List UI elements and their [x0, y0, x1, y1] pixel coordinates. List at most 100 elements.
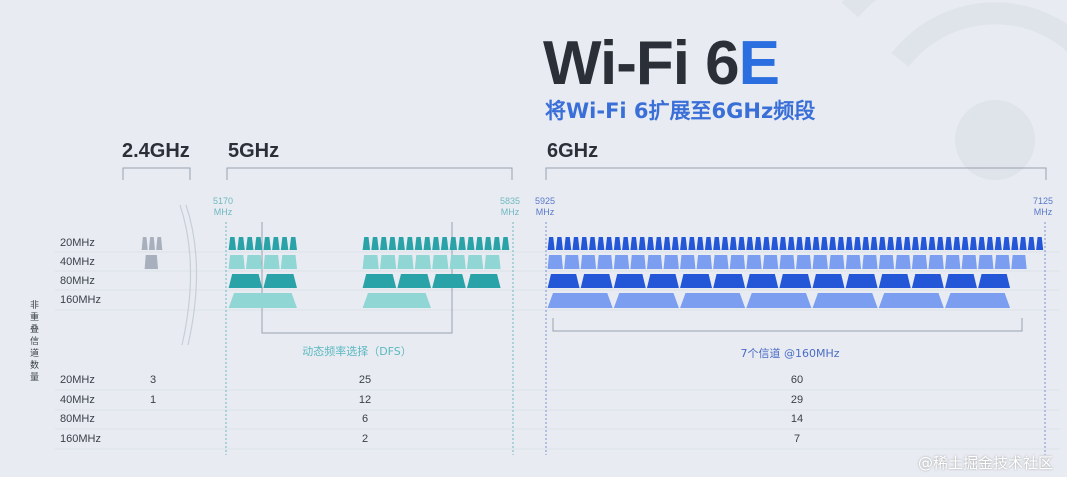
- channel-block-ghz6-80mhz: [680, 274, 712, 288]
- watermark: @稀土掘金技术社区: [917, 454, 1053, 472]
- channel-block-ghz6-20mhz: [680, 237, 688, 250]
- channel-block-ghz5-160mhz: [362, 293, 431, 308]
- channel-block-ghz5-160mhz: [228, 293, 297, 308]
- channel-block-ghz6-160mhz: [680, 293, 746, 308]
- channel-block-ghz6-40mhz: [1011, 255, 1027, 269]
- channel-block-ghz6-80mhz: [646, 274, 679, 288]
- channel-block-ghz5-20mhz: [388, 237, 397, 250]
- channel-block-ghz6-20mhz: [729, 237, 737, 250]
- channel-block-ghz6-160mhz: [812, 293, 878, 308]
- six-ghz-bracket: [552, 318, 1023, 332]
- channel-block-ghz5-20mhz: [397, 237, 405, 250]
- band-brackets: [122, 167, 1047, 180]
- channel-block-ghz6-20mhz: [969, 237, 977, 250]
- channel-block-ghz5-20mhz: [501, 237, 510, 250]
- six-ghz-note: 7个信道 @160MHz: [740, 347, 840, 360]
- channel-block-ghz6-40mhz: [746, 255, 762, 269]
- channel-block-ghz6-20mhz: [895, 237, 903, 250]
- channel-block-ghz5-40mhz: [467, 255, 484, 269]
- channel-block-ghz5-20mhz: [280, 237, 289, 250]
- channel-block-ghz5-80mhz: [228, 274, 263, 288]
- channel-block-ghz6-20mhz: [1011, 237, 1019, 250]
- channel-block-ghz6-40mhz: [812, 255, 828, 269]
- channel-block-ghz6-20mhz: [812, 237, 820, 250]
- row-label-40mhz: 40MHz: [60, 256, 95, 268]
- channel-block-ghz5-20mhz: [484, 237, 492, 250]
- count-5ghz-80mhz: 6: [361, 413, 369, 425]
- channel-block-ghz5-20mhz: [272, 237, 280, 250]
- channel-block-ghz6-40mhz: [878, 255, 895, 269]
- freq-6ghz-end: 7125 MHz: [1033, 196, 1053, 218]
- count-6ghz-40mhz: 29: [790, 394, 804, 406]
- vertical-label: 非重叠信道数量: [30, 301, 40, 383]
- channel-block-ghz6-20mhz: [622, 237, 630, 250]
- count-5ghz-160mhz: 2: [361, 433, 369, 445]
- channel-block-ghz6-20mhz: [630, 237, 638, 250]
- channel-block-ghz5-20mhz: [228, 237, 237, 250]
- channel-block-ghz5-20mhz: [423, 237, 431, 250]
- title-accent: E: [738, 29, 780, 98]
- channel-block-ghz6-80mhz: [547, 274, 580, 288]
- channel-block-ghz5-80mhz: [263, 274, 297, 288]
- channel-block-ghz6-40mhz: [696, 255, 712, 269]
- channel-block-ghz6-40mhz: [564, 255, 580, 269]
- count-6ghz-80mhz: 14: [790, 413, 804, 425]
- channel-block-ghz6-20mhz: [853, 237, 862, 250]
- channel-block-ghz6-80mhz: [613, 274, 646, 288]
- channel-block-ghz6-20mhz: [978, 237, 986, 250]
- freq-unit: MHz: [213, 207, 233, 217]
- channel-block-ghz5-20mhz: [475, 237, 484, 250]
- channel-block-ghz6-20mhz: [638, 237, 646, 250]
- channel-block-ghz6-40mhz: [646, 255, 663, 269]
- channel-block-ghz6-40mhz: [680, 255, 696, 269]
- channel-block-ghz5-20mhz: [493, 237, 501, 250]
- channel-block-ghz6-20mhz: [820, 237, 828, 250]
- channel-block-ghz6-20mhz: [903, 237, 911, 250]
- channel-block-ghz6-40mhz: [862, 255, 878, 269]
- subtitle: 将Wi-Fi 6扩展至6GHz频段: [545, 99, 816, 123]
- channel-block-ghz6-20mhz: [580, 237, 588, 250]
- channel-block-ghz6-20mhz: [961, 237, 969, 250]
- channel-block-ghz6-20mhz: [572, 237, 580, 250]
- channel-block-ghz6-20mhz: [779, 237, 787, 250]
- channel-block-ghz6-40mhz: [597, 255, 613, 269]
- count-6ghz-20mhz: 60: [790, 374, 804, 386]
- channel-block-ghz6-160mhz: [746, 293, 812, 308]
- channel-block-ghz6-20mhz: [845, 237, 853, 250]
- channel-block-ghz6-20mhz: [787, 237, 795, 250]
- channel-block-ghz6-20mhz: [870, 237, 878, 250]
- channel-block-ghz5-20mhz: [362, 237, 371, 250]
- channel-block-ghz6-20mhz: [713, 237, 721, 250]
- channel-block-ghz6-20mhz: [994, 237, 1002, 250]
- channel-block-ghz6-80mhz: [878, 274, 911, 288]
- table-row-label-160mhz: 160MHz: [60, 433, 101, 445]
- channel-block-ghz6-160mhz: [945, 293, 1011, 308]
- page-title: Wi-Fi 6E: [543, 28, 780, 99]
- channel-block-ghz5-20mhz: [440, 237, 449, 250]
- wifi-logo-decoration: [841, 0, 1067, 180]
- table-row-label-20mhz: 20MHz: [60, 374, 95, 386]
- channel-block-ghz6-20mhz: [829, 237, 837, 250]
- freq-6ghz-start: 5925 MHz: [535, 196, 555, 218]
- channel-block-ghz5-40mhz: [228, 255, 245, 269]
- channel-block-ghz6-20mhz: [746, 237, 754, 250]
- channel-block-ghz5-20mhz: [432, 237, 440, 250]
- channel-block-ghz6-40mhz: [796, 255, 812, 269]
- channel-block-ghz5-20mhz: [414, 237, 423, 250]
- channel-block-ghz5-40mhz: [397, 255, 414, 269]
- channel-block-ghz5-20mhz: [467, 237, 475, 250]
- channel-block-ghz24-20mhz: [148, 237, 155, 250]
- channel-block-ghz6-20mhz: [911, 237, 919, 250]
- channel-block-ghz6-80mhz: [580, 274, 613, 288]
- channel-block-ghz5-20mhz: [254, 237, 263, 250]
- dfs-note: 动态频率选择（DFS）: [302, 345, 412, 358]
- channel-block-ghz6-40mhz: [911, 255, 928, 269]
- channel-block-ghz5-40mhz: [432, 255, 449, 269]
- channel-block-ghz6-20mhz: [555, 237, 563, 250]
- title-main: Wi-Fi 6: [543, 29, 740, 98]
- gridlines: [55, 251, 1060, 450]
- channel-block-ghz6-40mhz: [961, 255, 977, 269]
- channel-block-ghz6-20mhz: [986, 237, 994, 250]
- channel-block-ghz6-40mhz: [895, 255, 911, 269]
- channel-block-ghz6-20mhz: [597, 237, 605, 250]
